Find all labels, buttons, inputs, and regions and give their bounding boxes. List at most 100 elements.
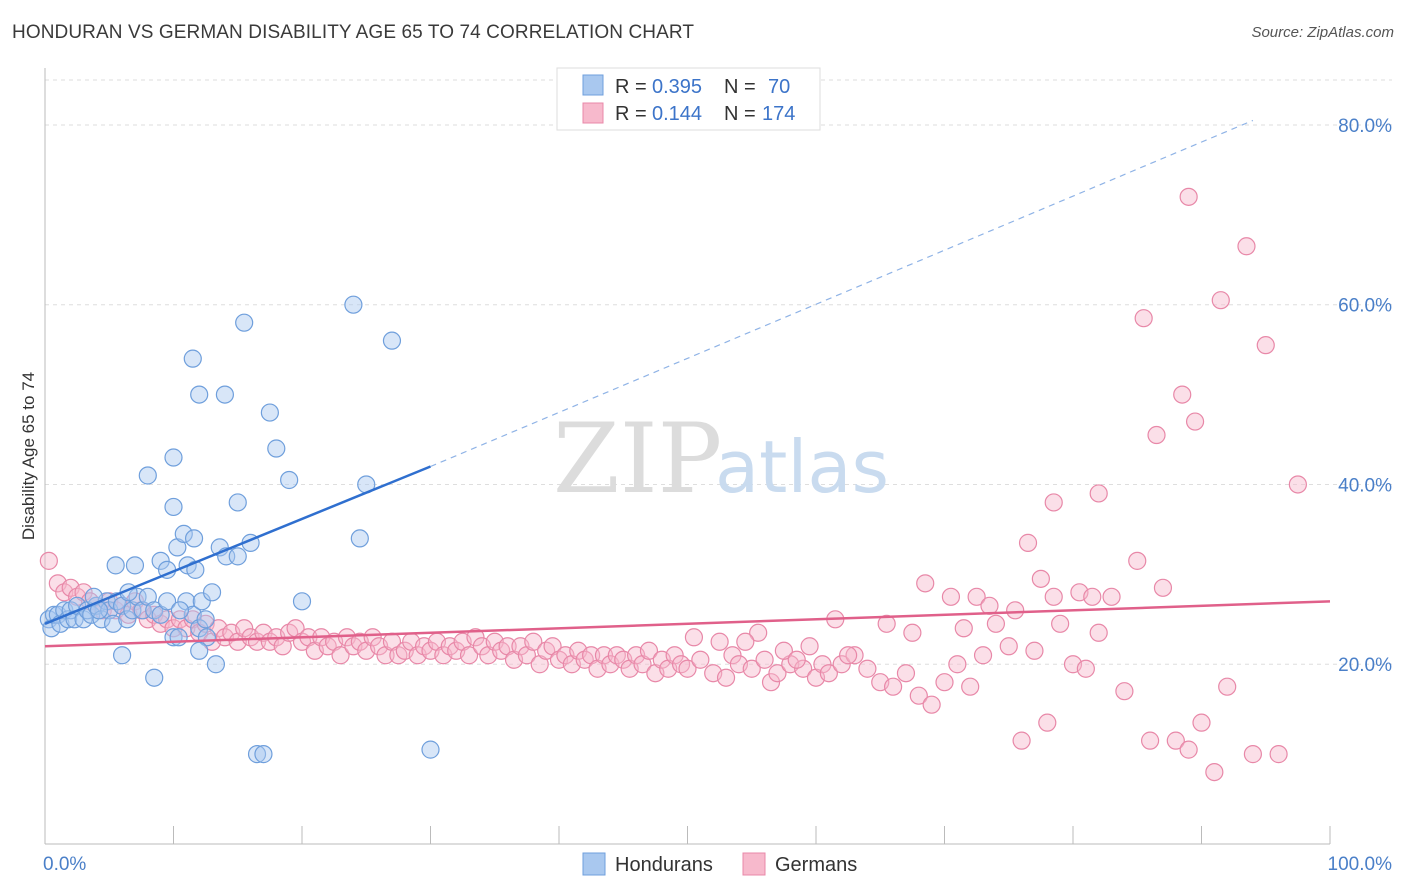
- series-germans: [39, 187, 1307, 782]
- data-point: [215, 385, 234, 404]
- data-point: [742, 659, 761, 678]
- data-point: [1153, 578, 1173, 597]
- data-point: [819, 664, 838, 683]
- legend-r-label-germans: R =: [615, 103, 647, 125]
- data-point: [1102, 587, 1121, 606]
- data-point: [1192, 713, 1211, 732]
- data-point: [999, 637, 1018, 656]
- data-point: [678, 659, 697, 678]
- data-point: [1076, 659, 1095, 678]
- legend-n-value-hondurans: 70: [768, 76, 790, 98]
- data-point: [104, 614, 123, 633]
- watermark-zip: ZIP: [553, 403, 722, 515]
- data-point: [196, 610, 215, 629]
- data-point: [845, 646, 864, 665]
- data-point: [787, 650, 806, 669]
- data-point: [1218, 677, 1237, 696]
- data-point: [157, 592, 177, 611]
- data-point: [691, 650, 710, 669]
- y-axis-label: Disability Age 65 to 74: [19, 372, 38, 540]
- data-point: [235, 313, 254, 332]
- data-point: [896, 664, 916, 683]
- data-point: [267, 439, 286, 458]
- data-point: [948, 655, 967, 674]
- data-point: [1044, 493, 1063, 512]
- y-tick-label: 80.0%: [1338, 116, 1392, 137]
- data-point: [228, 493, 247, 512]
- data-point: [973, 646, 993, 665]
- data-point: [1237, 237, 1256, 256]
- data-point: [684, 628, 704, 647]
- legend-bottom-swatch-germans: [742, 852, 766, 876]
- data-point: [1089, 484, 1108, 503]
- data-point: [813, 655, 832, 674]
- data-point: [639, 641, 659, 660]
- data-point: [363, 628, 382, 647]
- legend-r-value-hondurans: 0.395: [652, 76, 702, 98]
- data-point: [183, 349, 202, 368]
- data-point: [524, 632, 543, 651]
- data-point: [459, 646, 479, 665]
- data-point: [665, 646, 684, 665]
- data-point: [254, 745, 273, 764]
- data-point: [1205, 762, 1224, 782]
- data-point: [1089, 623, 1108, 642]
- data-point: [1179, 187, 1198, 206]
- data-point: [1038, 713, 1057, 732]
- data-point: [184, 529, 204, 548]
- data-point: [1044, 587, 1063, 606]
- trend-line-hondurans: [44, 465, 431, 625]
- watermark-atlas: atlas: [715, 425, 889, 509]
- data-point: [145, 668, 164, 687]
- data-point: [112, 646, 132, 665]
- data-point: [755, 650, 774, 669]
- data-point: [1140, 731, 1160, 750]
- data-point: [774, 641, 793, 660]
- data-point: [192, 592, 211, 611]
- data-point: [247, 745, 267, 764]
- data-point: [1243, 745, 1263, 764]
- data-point: [980, 596, 999, 615]
- trend-extension-hondurans: [430, 119, 1254, 468]
- x-tick-label-right: 100.0%: [1328, 854, 1393, 875]
- legend-swatch-germans: [582, 102, 604, 124]
- data-point: [723, 646, 742, 665]
- data-point: [736, 632, 755, 651]
- data-point: [1269, 745, 1288, 764]
- data-point: [1018, 533, 1038, 552]
- data-point: [883, 677, 903, 696]
- data-point: [138, 466, 157, 485]
- data-point: [118, 610, 137, 629]
- data-point: [190, 385, 209, 404]
- data-point: [1012, 731, 1031, 750]
- data-point: [39, 551, 58, 570]
- legend-n-label-hondurans: N =: [724, 76, 756, 98]
- data-point: [421, 740, 440, 759]
- data-point: [935, 673, 954, 692]
- y-tick-label: 40.0%: [1338, 475, 1392, 496]
- data-point: [941, 587, 961, 606]
- data-point: [350, 529, 369, 548]
- data-point: [164, 448, 183, 467]
- data-point: [794, 659, 813, 678]
- data-point: [761, 673, 781, 692]
- chart-source: Source: ZipAtlas.com: [1251, 24, 1394, 41]
- data-point: [1115, 682, 1134, 701]
- chart-title: HONDURAN VS GERMAN DISABILITY AGE 65 TO …: [12, 22, 695, 43]
- data-point: [1134, 309, 1153, 328]
- data-point: [1185, 412, 1205, 431]
- data-point: [292, 592, 312, 611]
- data-point: [1166, 731, 1185, 750]
- legend-n-label-germans: N =: [724, 103, 756, 125]
- data-point: [190, 641, 209, 660]
- data-point: [174, 524, 193, 544]
- data-point: [967, 587, 986, 606]
- axes: [44, 68, 1331, 845]
- data-point: [768, 664, 787, 683]
- data-point: [260, 403, 279, 422]
- data-point: [280, 470, 299, 490]
- data-point: [877, 614, 896, 633]
- data-point: [903, 623, 922, 642]
- data-point: [1031, 569, 1050, 588]
- legend-bottom-label-germans: Germans: [775, 854, 857, 876]
